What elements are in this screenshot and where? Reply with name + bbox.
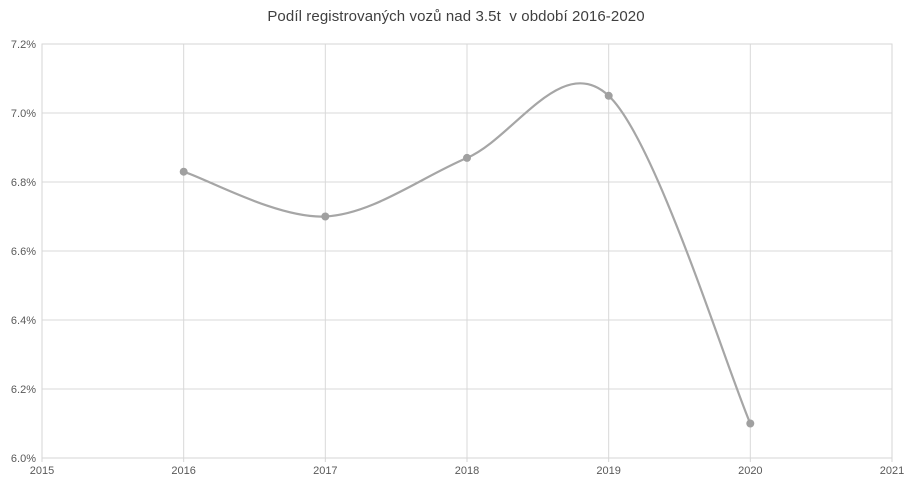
y-tick-label: 6.2% (11, 384, 36, 396)
data-point-marker (604, 91, 613, 100)
x-tick-label: 2015 (30, 465, 54, 477)
y-tick-label: 6.8% (11, 177, 36, 189)
x-tick-label: 2018 (455, 465, 479, 477)
series-line (182, 82, 752, 425)
x-tick-label: 2019 (596, 465, 620, 477)
chart-title: Podíl registrovaných vozů nad 3.5t v obd… (267, 8, 645, 25)
x-tick-label: 2021 (880, 465, 904, 477)
y-tick-label: 6.0% (11, 453, 36, 465)
x-tick-label: 2016 (171, 465, 195, 477)
data-point-marker (179, 167, 188, 176)
y-tick-label: 7.2% (11, 39, 36, 51)
data-point-marker (321, 212, 330, 221)
y-tick-label: 7.0% (11, 108, 36, 120)
data-point-marker (746, 419, 755, 428)
y-tick-label: 6.6% (11, 246, 36, 258)
y-tick-label: 6.4% (11, 315, 36, 327)
data-point-marker (463, 153, 471, 162)
x-tick-label: 2017 (313, 465, 337, 477)
plot-border (41, 43, 893, 459)
x-tick-label: 2020 (738, 465, 762, 477)
